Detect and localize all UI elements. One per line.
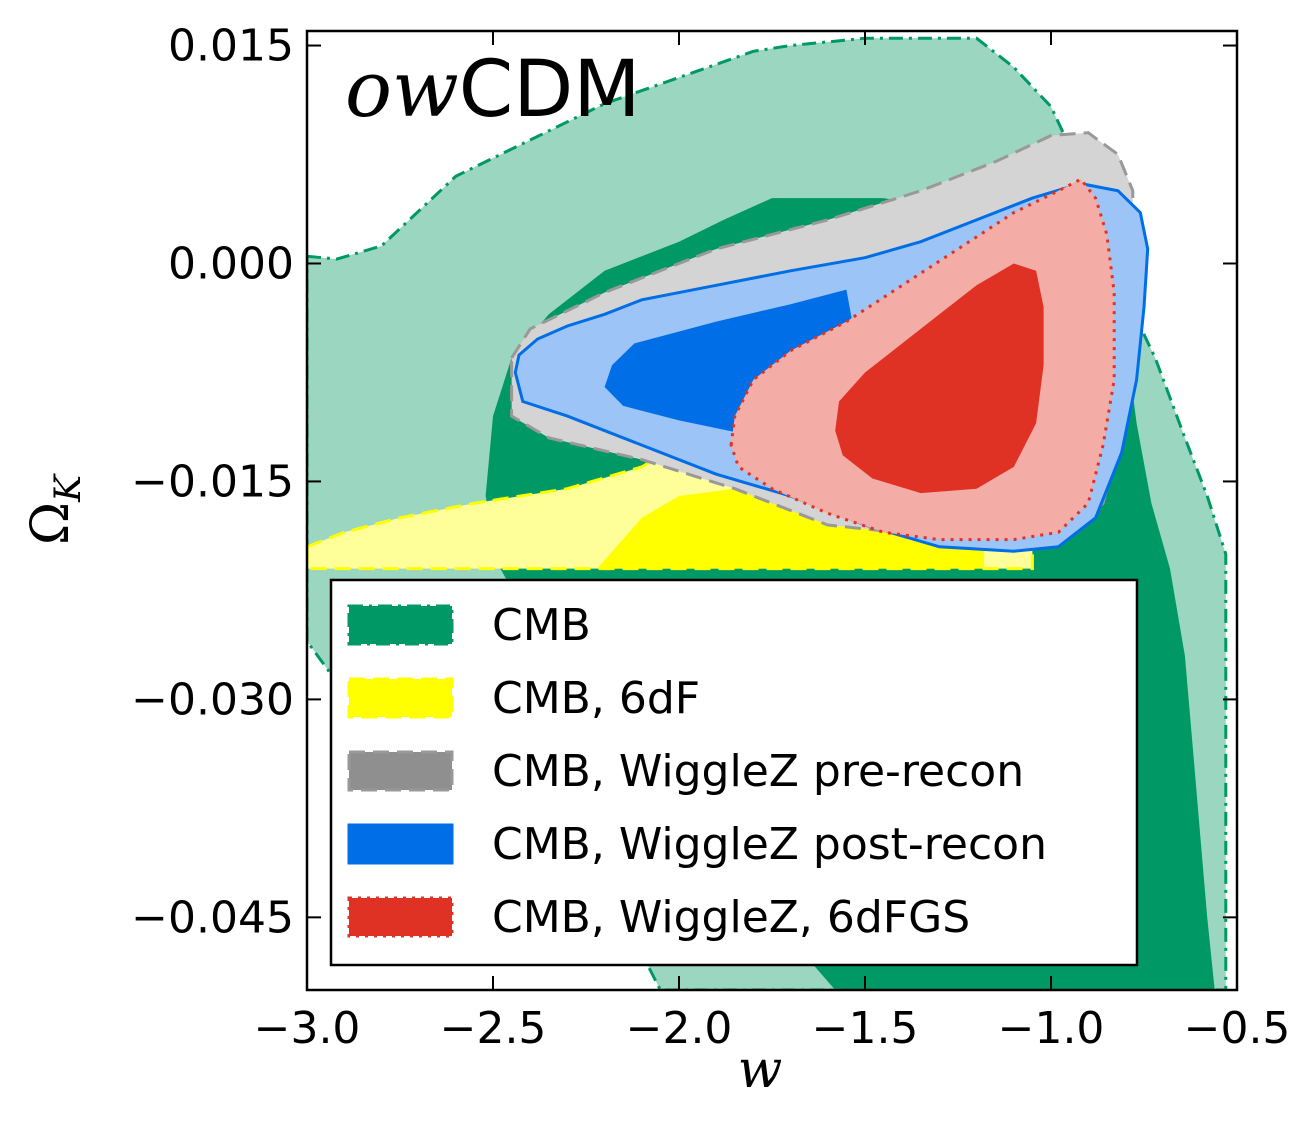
legend-swatch-cmb (347, 604, 454, 646)
x-tick-label: −2.0 (626, 1003, 733, 1054)
y-axis-label-main: Ω (21, 502, 81, 545)
legend-label-cmb-wigglez-post-recon: CMB, WiggleZ post-recon (492, 819, 1047, 870)
y-tick-label: −0.015 (131, 456, 294, 507)
model-title-italic: ow (345, 45, 459, 135)
legend-swatch-cmb-wigglez-post-recon (347, 823, 454, 865)
y-tick-label: −0.045 (131, 892, 294, 943)
model-title: owCDM (345, 45, 641, 135)
y-axis-label: ΩK (21, 473, 89, 545)
legend-label-cmb-wigglez-pre-recon: CMB, WiggleZ pre-recon (492, 746, 1024, 797)
legend-swatch-cmb-6df (347, 677, 454, 719)
plot-frame (305, 29, 1239, 992)
x-tick-label: −1.0 (998, 1003, 1105, 1054)
y-axis-label-sub: K (48, 473, 89, 503)
x-axis-label: w (738, 1040, 783, 1100)
axis-ticks (306, 31, 1238, 990)
legend-label-cmb-wigglez-6dfgs: CMB, WiggleZ, 6dFGS (492, 892, 970, 943)
x-tick-label: −2.5 (440, 1003, 547, 1054)
y-tick-label: 0.015 (168, 21, 294, 72)
contour-cmb-wigglez-6dfgs-inner (835, 263, 1044, 494)
x-tick-label: −3.0 (254, 1003, 361, 1054)
y-tick-label: −0.030 (131, 674, 294, 725)
legend-swatch-cmb-wigglez-6dfgs (347, 896, 454, 938)
x-tick-labels: −3.0 −2.5 −2.0 −1.5 −1.0 −0.5 (254, 1003, 1291, 1054)
y-tick-labels: 0.015 0.000 −0.015 −0.030 −0.045 (131, 21, 294, 944)
legend-box (329, 578, 1139, 967)
contour-cmb-6df-inner (597, 488, 984, 569)
x-tick-label: −1.5 (812, 1003, 919, 1054)
legend: CMB CMB, 6dF CMB, WiggleZ pre-recon CMB, Wi… (329, 578, 1139, 967)
legend-label-cmb: CMB (492, 600, 591, 651)
x-tick-label: −0.5 (1184, 1003, 1291, 1054)
contour-cmb-wigglez-post-recon-edge (513, 182, 1150, 553)
legend-label-cmb-6df: CMB, 6dF (492, 673, 700, 724)
svg-text:ΩK: ΩK (21, 473, 89, 545)
model-title-rest: CDM (459, 45, 641, 135)
legend-swatch-cmb-wigglez-pre-recon (347, 750, 454, 792)
y-tick-label: 0.000 (168, 238, 294, 289)
